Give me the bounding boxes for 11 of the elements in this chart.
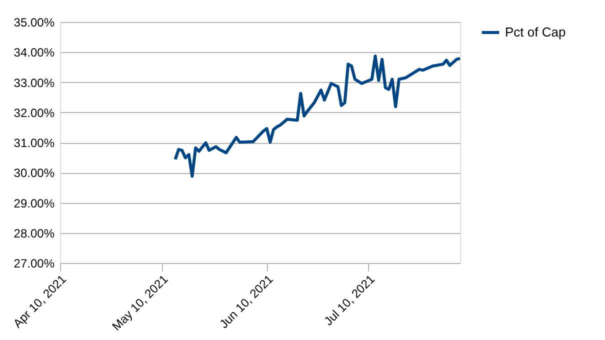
y-tick-label: 35.00%	[14, 16, 55, 30]
line-series	[174, 54, 462, 178]
y-tick-label: 34.00%	[14, 46, 55, 60]
y-tick-label: 27.00%	[14, 256, 55, 270]
y-tick-label: 32.00%	[14, 106, 55, 120]
y-tick-label: 29.00%	[14, 196, 55, 210]
legend-label: Pct of Cap	[505, 24, 566, 40]
y-tick-label: 30.00%	[14, 166, 55, 180]
y-tick-label: 33.00%	[14, 76, 55, 90]
y-tick-label: 31.00%	[14, 136, 55, 150]
y-tick-label: 28.00%	[14, 226, 55, 240]
